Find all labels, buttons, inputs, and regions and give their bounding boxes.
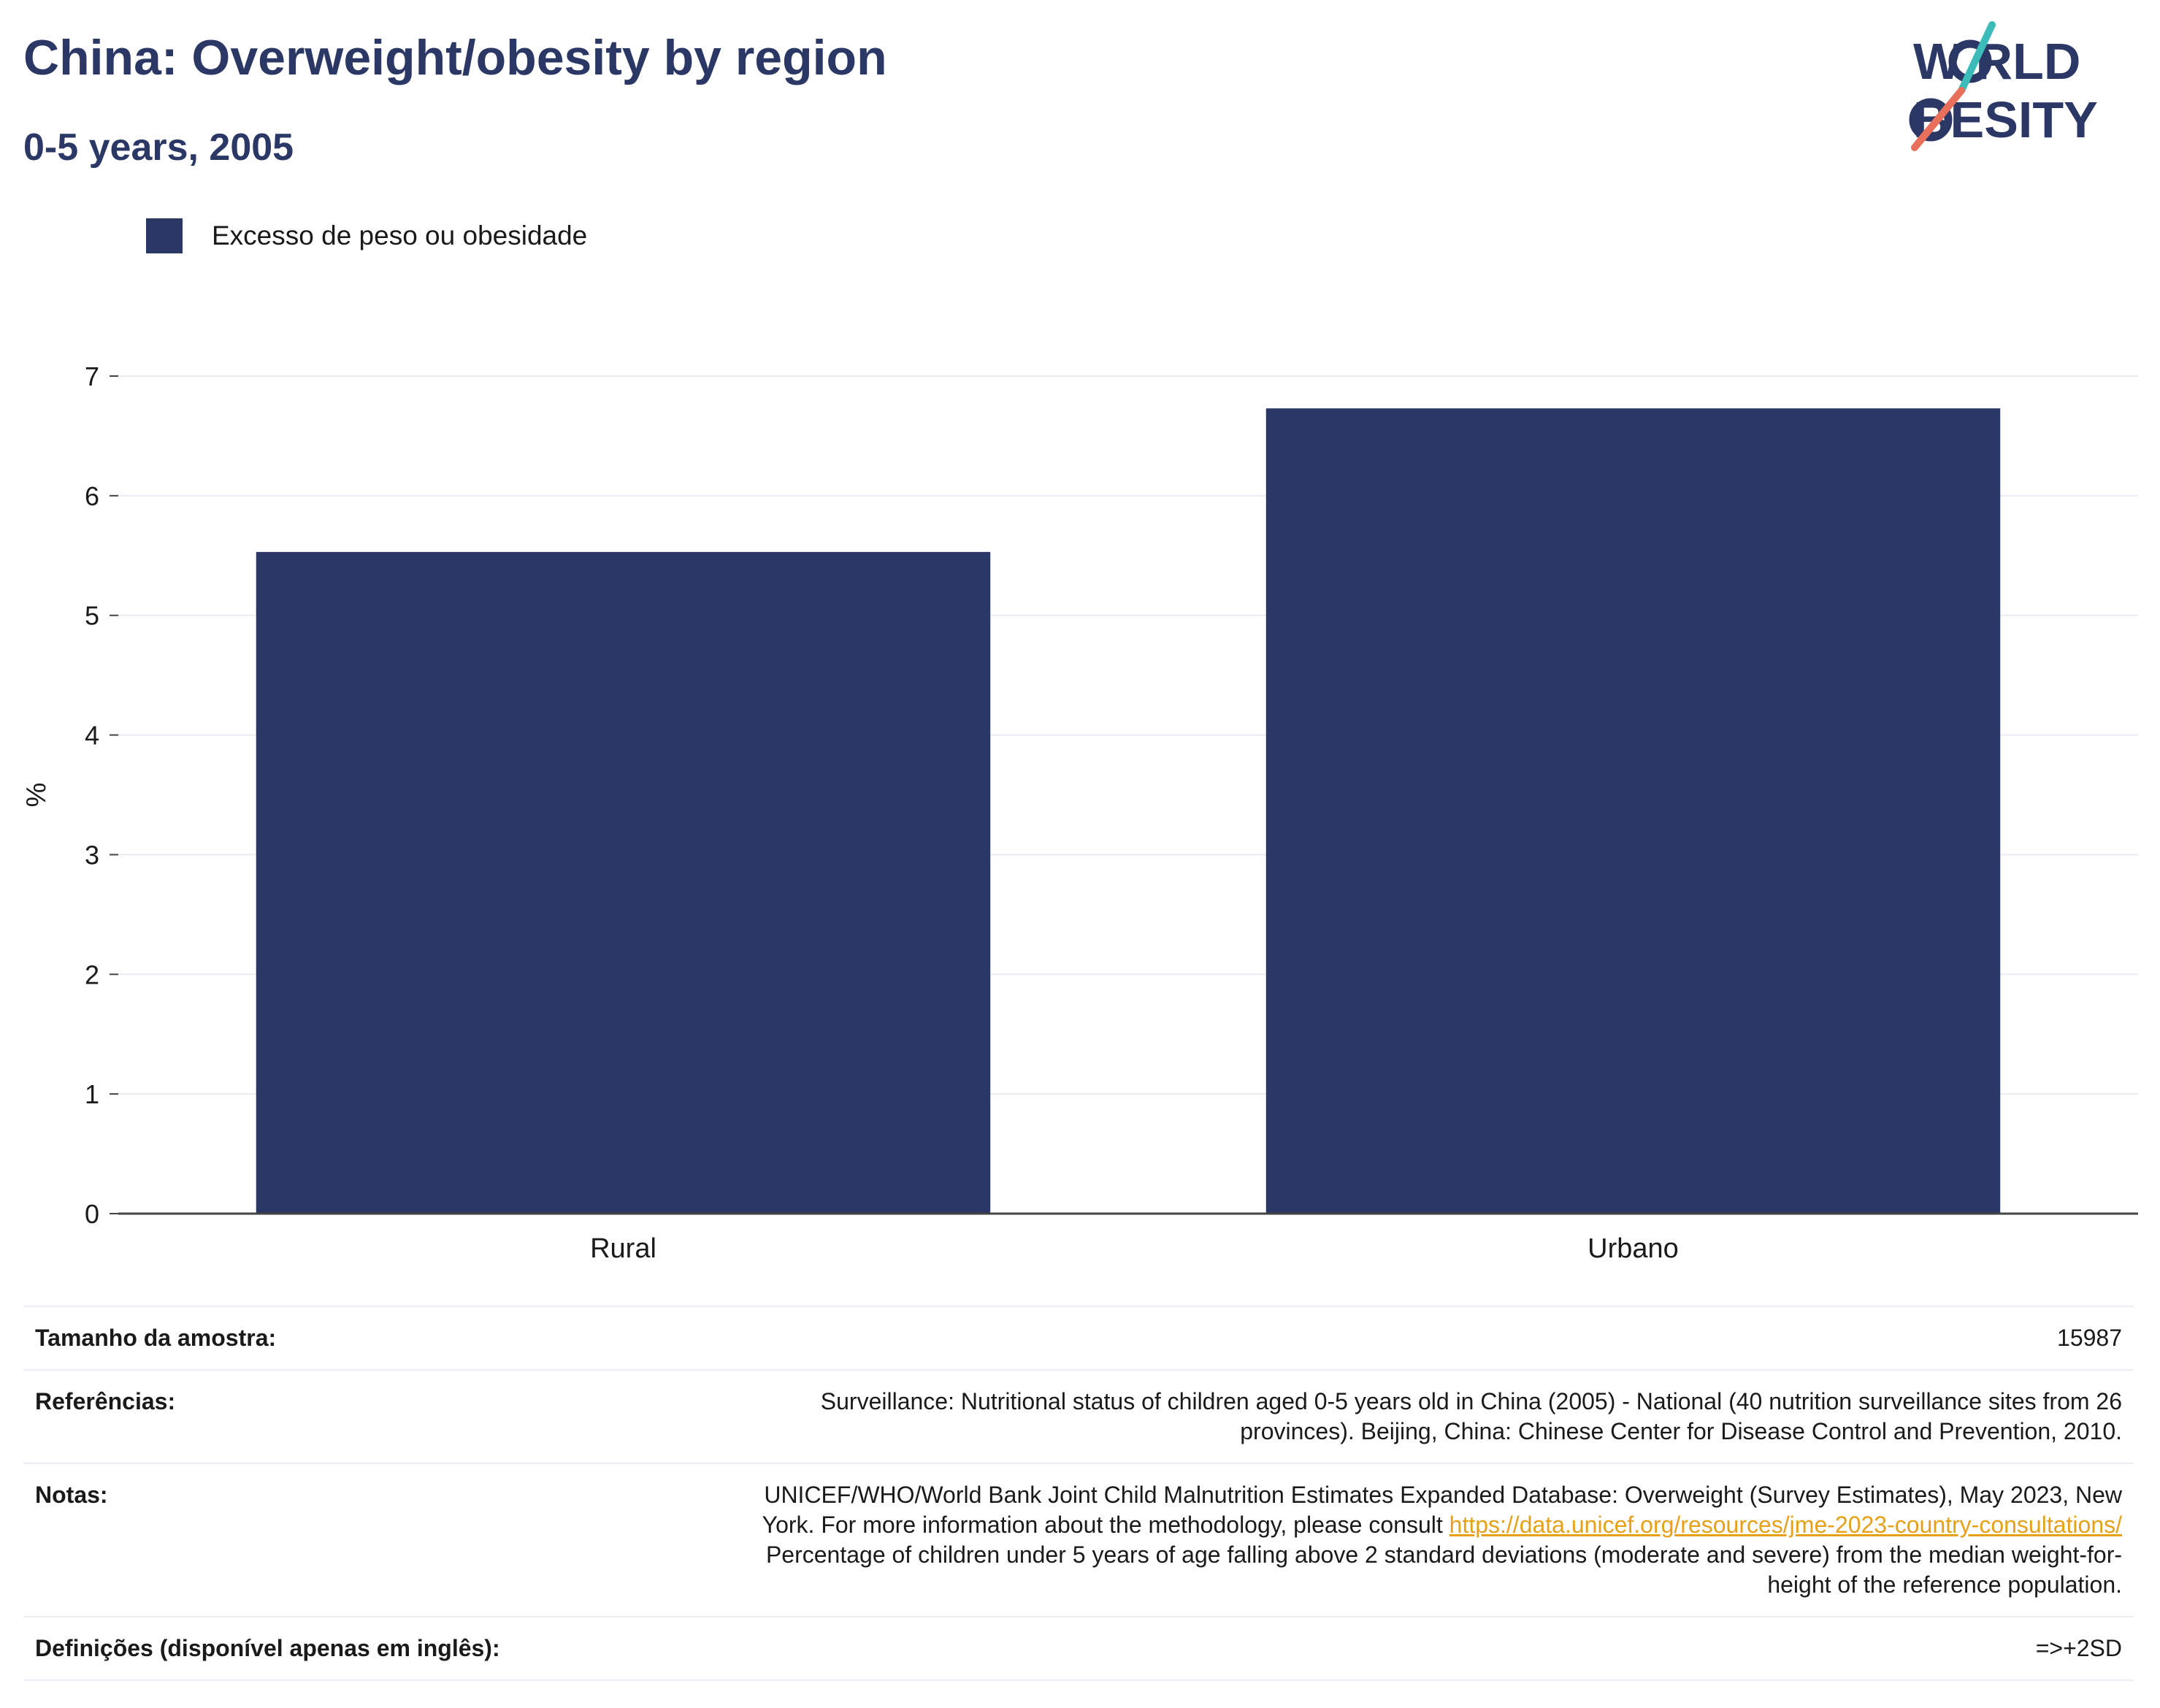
definitions-value: =>+2SD [631, 1616, 2134, 1681]
references-line2: provinces). Beijing, China: Chinese Cent… [1240, 1418, 2122, 1444]
legend-label: Excesso de peso ou obesidade [212, 221, 588, 250]
references-label: Referências: [23, 1369, 631, 1463]
info-row-notes: Notas: UNICEF/WHO/World Bank Joint Child… [23, 1463, 2134, 1617]
y-tick-label: 5 [85, 601, 99, 631]
sample-size-label: Tamanho da amostra: [23, 1306, 631, 1370]
y-tick-label: 0 [85, 1199, 99, 1229]
y-tick-label: 1 [85, 1079, 99, 1109]
logo-slash-top [1958, 21, 1996, 94]
x-tick-label: Urbano [1588, 1233, 1679, 1264]
chart-subtitle: 0-5 years, 2005 [23, 126, 294, 169]
definitions-label: Definições (disponível apenas em inglês)… [23, 1616, 631, 1681]
notes-line4: height of the reference population. [1767, 1571, 2122, 1598]
bar-layer [256, 408, 2001, 1214]
logo-slash-bottom [1911, 87, 1965, 151]
info-row-sample: Tamanho da amostra: 15987 [23, 1306, 2134, 1370]
logo-line2: BESITY [1913, 91, 2098, 148]
x-tick-label: Rural [590, 1233, 656, 1264]
notes-line3: Percentage of children under 5 years of … [765, 1542, 2122, 1568]
methodology-link[interactable]: https://data.unicef.org/resources/jme-20… [1449, 1512, 2122, 1538]
references-line1: Surveillance: Nutritional status of chil… [820, 1388, 2122, 1414]
info-row-definitions: Definições (disponível apenas em inglês)… [23, 1616, 2134, 1681]
world-obesity-logo: W RLD BESITY [1909, 21, 2098, 151]
notes-label: Notas: [23, 1463, 631, 1617]
bar-urbano[interactable] [1265, 408, 2001, 1214]
x-tick-layer: Rural Urbano [590, 1233, 1679, 1264]
y-tick-label: 2 [85, 960, 99, 989]
references-value: Surveillance: Nutritional status of chil… [631, 1369, 2134, 1463]
logo-o-bottom [1909, 98, 1953, 142]
info-row-references: Referências: Surveillance: Nutritional s… [23, 1369, 2134, 1463]
y-tick-label: 4 [85, 721, 99, 751]
notes-line1: UNICEF/WHO/World Bank Joint Child Malnut… [764, 1482, 2122, 1508]
info-table: Tamanho da amostra: 15987 Referências: S… [23, 1306, 2134, 1681]
legend-swatch [146, 218, 183, 253]
y-tick-layer: 0 1 2 3 4 5 6 7 [85, 361, 118, 1229]
y-tick-label: 3 [85, 840, 99, 870]
bar-rural[interactable] [256, 551, 991, 1214]
logo-line1: W RLD [1913, 33, 2080, 90]
notes-value: UNICEF/WHO/World Bank Joint Child Malnut… [631, 1463, 2134, 1617]
y-tick-label: 7 [85, 361, 99, 391]
bar-chart: 0 1 2 3 4 5 6 7 Rural Urbano % [21, 361, 2138, 1264]
y-tick-label: 6 [85, 481, 99, 511]
sample-size-value: 15987 [631, 1306, 2134, 1370]
legend: Excesso de peso ou obesidade [146, 218, 587, 254]
chart-title: China: Overweight/obesity by region [23, 30, 887, 85]
notes-line2-prefix: York. For more information about the met… [762, 1512, 1449, 1538]
y-axis-label: % [21, 783, 52, 808]
